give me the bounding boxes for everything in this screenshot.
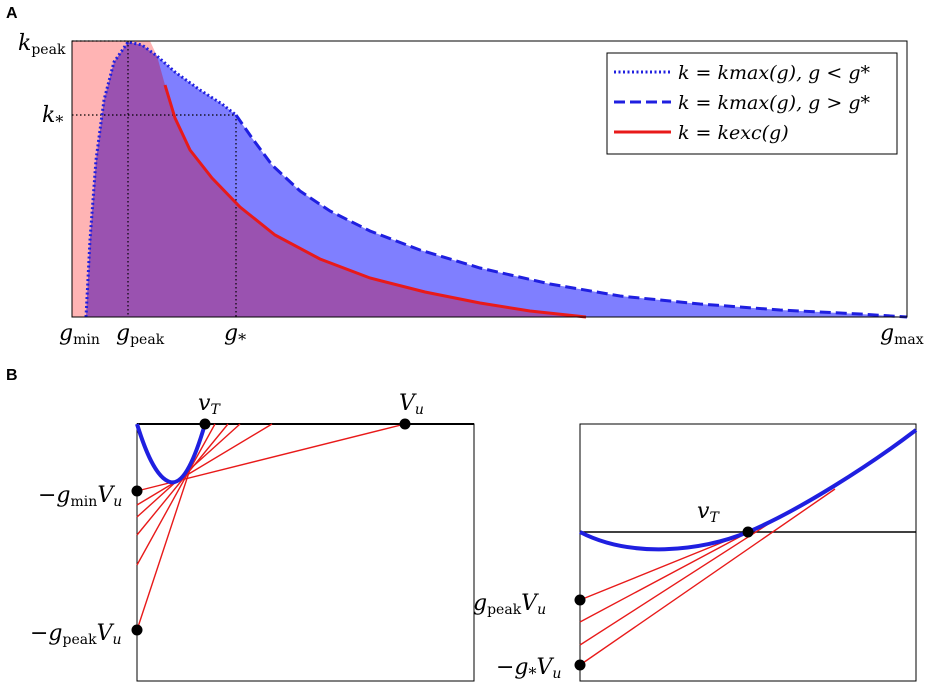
label-gpeak-vu-right: gpeakVu bbox=[473, 591, 546, 618]
xlabel-g-star: g* bbox=[224, 321, 246, 349]
kexc-curve bbox=[163, 84, 587, 319]
legend-label-dotted: k = kmax(g), g < g* bbox=[678, 62, 870, 84]
vu-marker bbox=[399, 418, 411, 430]
tangent-line bbox=[136, 423, 273, 506]
xlabel-g-max: gmax bbox=[880, 321, 924, 348]
label-vu: Vu bbox=[399, 391, 424, 418]
panel-b-left-frame bbox=[136, 423, 475, 682]
panel-a-plot bbox=[71, 40, 908, 319]
label-vt-right: vT bbox=[697, 499, 720, 526]
kmax-curve-below bbox=[84, 40, 237, 318]
xlabel-g-peak: gpeak bbox=[116, 321, 165, 348]
kmax-curve-above bbox=[234, 114, 908, 319]
gpeak-vu-marker-left bbox=[131, 624, 143, 636]
xlabel-g-min: gmin bbox=[59, 321, 100, 348]
panel-a-frame bbox=[71, 40, 908, 318]
tangent-line bbox=[579, 488, 836, 666]
ylabel-k-star: k* bbox=[42, 103, 63, 131]
label-gmin-vu: −gminVu bbox=[38, 483, 122, 510]
gpeak-vu-marker-right bbox=[574, 594, 586, 606]
vt-marker-left bbox=[199, 418, 211, 430]
tangent-line bbox=[579, 520, 774, 646]
tangent-line bbox=[579, 525, 761, 623]
gstar-vu-marker bbox=[574, 659, 586, 671]
tangent-lines-right bbox=[579, 488, 836, 666]
legend-label-dashed: k = kmax(g), g > g* bbox=[678, 92, 870, 114]
panel-b-left-plot bbox=[131, 418, 475, 682]
label-gpeak-vu-left: −gpeakVu bbox=[30, 621, 122, 648]
ylabel-k-peak: kpeak bbox=[18, 31, 66, 58]
tangent-lines-left bbox=[136, 423, 406, 631]
panel-label-b: B bbox=[6, 367, 18, 384]
tangent-line bbox=[136, 423, 216, 566]
legend-label-solid: k = kexc(g) bbox=[678, 122, 789, 144]
overlap-region bbox=[86, 42, 586, 317]
vt-marker-right bbox=[742, 526, 754, 538]
label-vt-left: vT bbox=[198, 391, 221, 418]
panel-label-a: A bbox=[6, 5, 18, 22]
panel-b-right-plot bbox=[574, 423, 918, 682]
potential-curve-left bbox=[135, 423, 207, 485]
label-gstar-vu: −g*Vu bbox=[496, 655, 561, 683]
legend: k = kmax(g), g < g* k = kmax(g), g > g* … bbox=[606, 52, 898, 155]
panel-b-right-frame bbox=[579, 423, 917, 682]
gmin-vu-marker bbox=[131, 485, 143, 497]
